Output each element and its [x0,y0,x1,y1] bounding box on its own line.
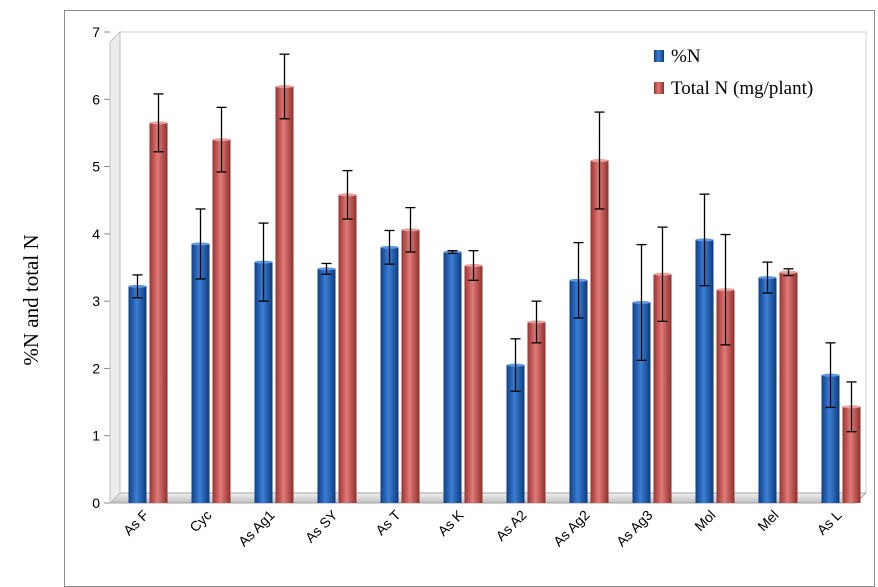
bar-pctN [128,286,147,503]
bar-totalN [275,86,294,503]
bar-pctN [758,277,777,503]
bar-pctN [380,247,399,503]
y-axis-label: %N and total N [19,234,43,365]
plot-back-wall [119,31,867,494]
bar-pctN [443,252,462,503]
bar-pctN [191,243,210,503]
bar-totalN [842,406,861,503]
bar-pctN [695,239,714,504]
bar-pctN [317,268,336,503]
y-tick-label: 3 [92,293,100,309]
bar-totalN [401,229,420,503]
bar-pctN [632,302,651,503]
bar-totalN [338,194,357,503]
bar-pctN [254,262,273,503]
plot-side-wall [109,30,121,505]
bar-pctN [569,280,588,503]
y-tick-label: 1 [92,428,100,444]
y-tick-label: 0 [92,495,100,511]
bar-totalN [149,122,168,503]
y-tick-label: 6 [92,91,100,107]
y-tick-label: 5 [92,159,100,175]
legend-label-1: Total N (mg/plant) [671,78,813,99]
legend: %N Total N (mg/plant) [654,46,813,99]
legend-swatch-1 [654,82,664,94]
bar-pctN [506,365,525,503]
bar-totalN [716,289,735,503]
y-tick-label: 2 [92,360,100,376]
bar-totalN [779,272,798,503]
bar-totalN [590,160,609,503]
bar-totalN [464,265,483,503]
y-tick-label: 7 [92,24,100,40]
legend-label-0: %N [671,46,701,67]
legend-swatch-0 [654,50,664,62]
bar-totalN [212,139,231,503]
y-tick-label: 4 [92,226,100,242]
bar-totalN [527,322,546,503]
bar-totalN [653,274,672,503]
